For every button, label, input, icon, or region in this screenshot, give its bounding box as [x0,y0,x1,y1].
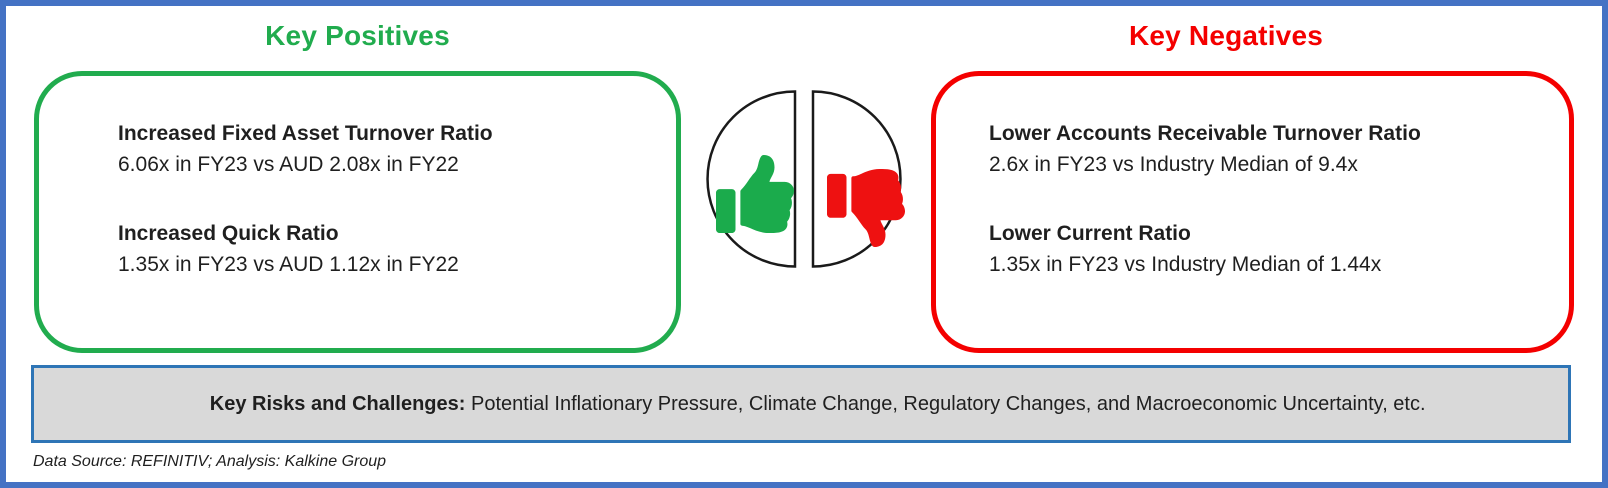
thumbs-down-icon [827,169,906,247]
key-risks-text: Potential Inflationary Pressure, Climate… [465,392,1426,415]
key-positives-title: Key Positives [265,20,450,51]
thumbs-split-circle [699,89,909,269]
negative-item-detail: 2.6x in FY23 vs Industry Median of 9.4x [989,153,1358,176]
key-risks-label: Key Risks and Challenges: [209,392,466,415]
negative-item: Lower Accounts Receivable Turnover Ratio… [989,118,1549,180]
key-negatives-title: Key Negatives [1128,20,1324,51]
positive-item-heading: Increased Quick Ratio [118,222,339,245]
positive-item: Increased Fixed Asset Turnover Ratio 6.0… [118,118,656,180]
key-positives-box: Increased Fixed Asset Turnover Ratio 6.0… [34,71,681,353]
positive-item-detail: 1.35x in FY23 vs AUD 1.12x in FY22 [118,253,459,276]
positive-item-heading: Increased Fixed Asset Turnover Ratio [118,122,493,145]
negative-item-heading: Lower Current Ratio [989,222,1191,245]
key-risks-content: Key Risks and Challenges: Potential Infl… [176,370,1426,439]
negative-item: Lower Current Ratio 1.35x in FY23 vs Ind… [989,218,1549,280]
key-negatives-box: Lower Accounts Receivable Turnover Ratio… [931,71,1574,353]
positive-item: Increased Quick Ratio 1.35x in FY23 vs A… [118,218,656,280]
thumbs-up-icon [716,155,794,233]
key-risks-bar: Key Risks and Challenges: Potential Infl… [31,365,1571,443]
data-source-note: Data Source: REFINITIV; Analysis: Kalkin… [33,453,387,470]
positive-item-detail: 6.06x in FY23 vs AUD 2.08x in FY22 [118,153,459,176]
negative-item-detail: 1.35x in FY23 vs Industry Median of 1.44… [989,253,1382,276]
negative-item-heading: Lower Accounts Receivable Turnover Ratio [989,122,1421,145]
